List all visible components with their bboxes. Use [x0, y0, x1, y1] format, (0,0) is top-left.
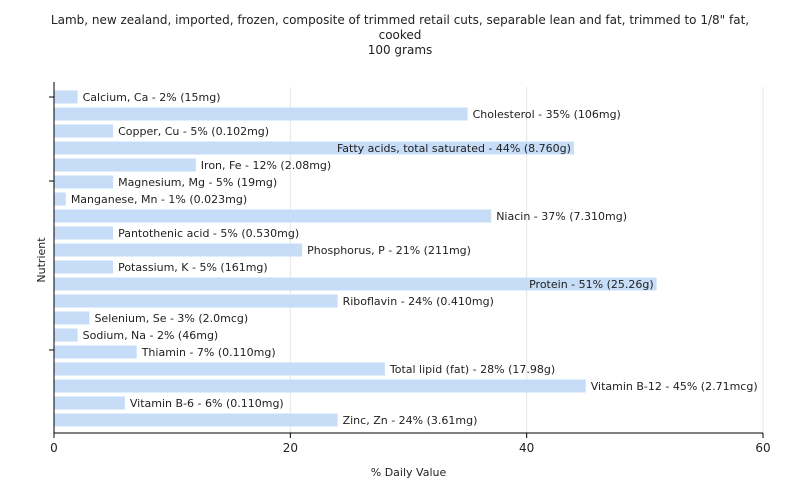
bar-label-3: Copper, Cu - 5% (0.102mg)	[118, 125, 269, 138]
bar-label-15: Sodium, Na - 2% (46mg)	[83, 329, 219, 342]
bar-17	[54, 362, 385, 376]
bar-label-19: Vitamin B-6 - 6% (0.110mg)	[130, 397, 284, 410]
bar-label-18: Vitamin B-12 - 45% (2.71mcg)	[591, 380, 758, 393]
bar-label-7: Manganese, Mn - 1% (0.023mg)	[71, 193, 247, 206]
chart-title: Lamb, new zealand, imported, frozen, com…	[0, 13, 800, 58]
bars-group	[54, 90, 657, 427]
x-tick-label-2: 40	[519, 441, 534, 455]
bar-16	[54, 345, 137, 359]
bar-19	[54, 396, 125, 410]
bar-label-8: Niacin - 37% (7.310mg)	[496, 210, 627, 223]
bar-label-4: Fatty acids, total saturated - 44% (8.76…	[337, 142, 571, 155]
bar-10	[54, 243, 303, 257]
bar-7	[54, 192, 66, 206]
bar-6	[54, 175, 114, 189]
bar-label-14: Selenium, Se - 3% (2.0mcg)	[94, 312, 248, 325]
bar-9	[54, 226, 114, 240]
bar-label-2: Cholesterol - 35% (106mg)	[473, 108, 621, 121]
bar-4	[54, 141, 574, 155]
bar-15	[54, 328, 78, 342]
chart-title-line-2: cooked	[378, 28, 422, 42]
bar-label-17: Total lipid (fat) - 28% (17.98g)	[389, 363, 555, 376]
bar-label-6: Magnesium, Mg - 5% (19mg)	[118, 176, 277, 189]
x-axis-title: % Daily Value	[371, 466, 447, 479]
bar-20	[54, 413, 338, 427]
bar-label-16: Thiamin - 7% (0.110mg)	[141, 346, 276, 359]
x-tick-label-1: 20	[283, 441, 298, 455]
bar-label-1: Calcium, Ca - 2% (15mg)	[83, 91, 221, 104]
axes-group: 0 20 40 60	[49, 82, 771, 455]
bar-8	[54, 209, 492, 223]
bar-3	[54, 124, 114, 138]
x-tick-label-0: 0	[50, 441, 58, 455]
bar-labels-group: Calcium, Ca - 2% (15mg) Cholesterol - 35%…	[71, 91, 758, 427]
chart-title-line-1: Lamb, new zealand, imported, frozen, com…	[50, 13, 750, 27]
bar-label-13: Riboflavin - 24% (0.410mg)	[343, 295, 494, 308]
bar-label-11: Potassium, K - 5% (161mg)	[118, 261, 268, 274]
bar-label-12: Protein - 51% (25.26g)	[529, 278, 654, 291]
bar-12	[54, 277, 657, 291]
bar-label-5: Iron, Fe - 12% (2.08mg)	[201, 159, 331, 172]
bar-1	[54, 90, 78, 104]
chart-subtitle: 100 grams	[367, 43, 433, 57]
bar-label-20: Zinc, Zn - 24% (3.61mg)	[343, 414, 478, 427]
bar-13	[54, 294, 338, 308]
y-axis-title: Nutrient	[35, 237, 48, 283]
bar-18	[54, 379, 586, 393]
bar-2	[54, 107, 468, 121]
bar-label-9: Pantothenic acid - 5% (0.530mg)	[118, 227, 299, 240]
bar-11	[54, 260, 114, 274]
bar-label-10: Phosphorus, P - 21% (211mg)	[307, 244, 471, 257]
bar-14	[54, 311, 90, 325]
x-tick-label-3: 60	[755, 441, 770, 455]
bar-5	[54, 158, 196, 172]
